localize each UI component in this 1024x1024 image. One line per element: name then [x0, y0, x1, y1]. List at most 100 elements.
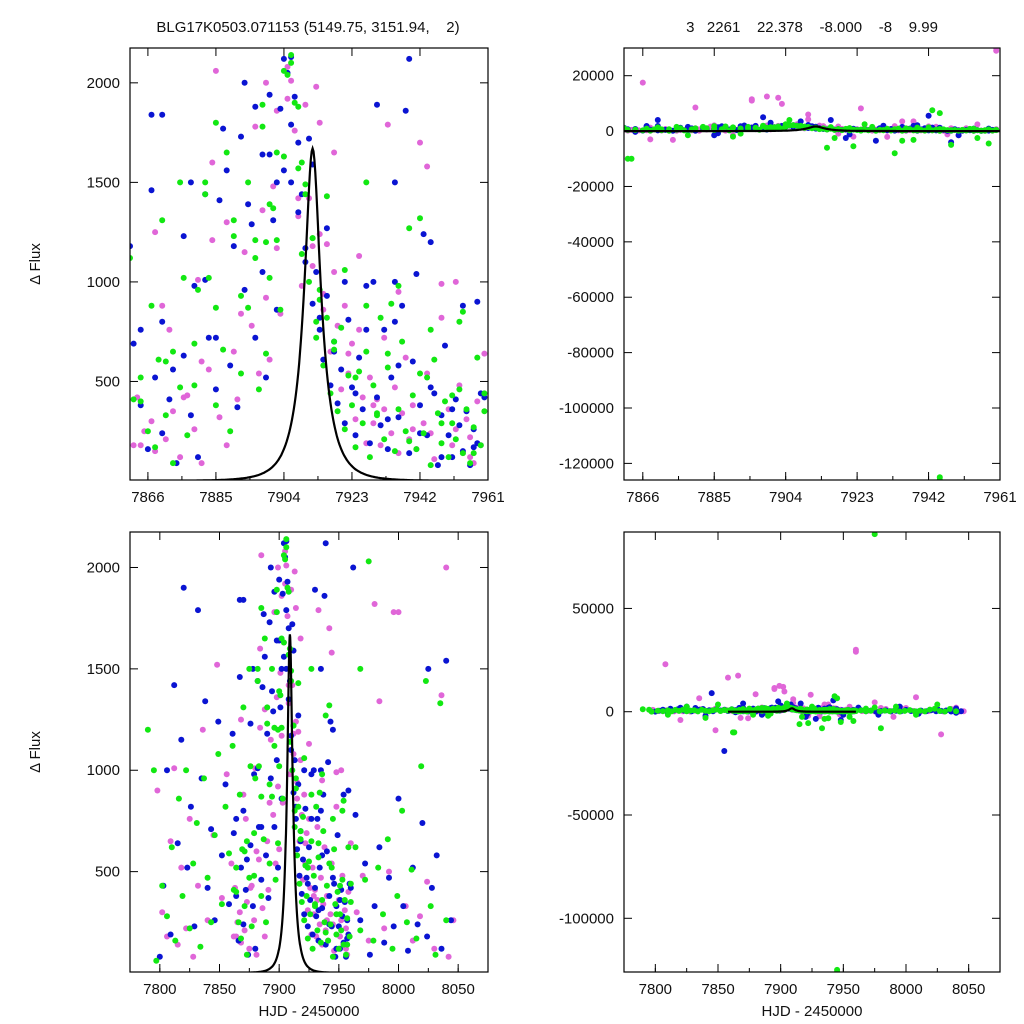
point-blue: [425, 665, 432, 672]
point-green: [347, 899, 354, 905]
point-green: [218, 901, 225, 908]
point-blue: [261, 653, 268, 660]
point-magenta: [258, 552, 265, 559]
point-green: [362, 876, 369, 883]
point-green: [183, 767, 190, 774]
point-magenta: [241, 249, 248, 256]
point-green: [279, 795, 286, 802]
point-blue: [306, 135, 312, 142]
point-green: [417, 215, 423, 222]
point-green: [953, 708, 960, 715]
point-green: [326, 702, 333, 709]
point-blue: [265, 895, 272, 901]
point-green: [297, 836, 304, 843]
point-green: [238, 292, 244, 299]
point-magenta: [223, 219, 230, 226]
point-magenta: [771, 685, 778, 691]
point-magenta: [662, 661, 669, 668]
point-blue: [148, 187, 155, 194]
point-magenta: [467, 454, 474, 461]
point-blue: [243, 856, 250, 863]
point-blue: [395, 362, 402, 369]
point-magenta: [328, 649, 335, 656]
point-blue: [370, 278, 377, 285]
point-blue: [452, 396, 459, 403]
point-magenta: [409, 402, 416, 409]
point-green: [370, 937, 377, 944]
point-blue: [391, 278, 398, 285]
point-blue: [294, 846, 301, 853]
point-green: [442, 398, 448, 405]
point-magenta: [424, 878, 431, 885]
point-magenta: [319, 777, 326, 784]
point-green: [280, 552, 287, 559]
point-blue: [273, 179, 280, 186]
point-green: [254, 665, 261, 672]
point-magenta: [241, 927, 248, 934]
point-green: [357, 927, 364, 934]
point-green: [418, 763, 425, 770]
point-magenta: [309, 243, 316, 250]
point-magenta: [712, 727, 719, 734]
point-magenta: [331, 269, 338, 275]
point-blue: [248, 221, 255, 228]
frame-bottom-right: [623, 531, 1001, 973]
point-magenta: [162, 436, 169, 443]
point-blue: [391, 179, 398, 186]
point-blue: [310, 767, 317, 774]
point-blue: [288, 179, 295, 186]
point-magenta: [171, 765, 178, 772]
point-green: [782, 122, 789, 129]
point-blue: [363, 282, 370, 289]
point-magenta: [333, 803, 340, 810]
point-green: [308, 838, 315, 845]
point-blue: [431, 390, 438, 397]
point-green: [363, 348, 370, 355]
point-blue: [955, 132, 962, 139]
point-magenta: [178, 864, 185, 871]
point-blue: [137, 326, 144, 333]
point-blue: [304, 923, 311, 930]
point-magenta: [159, 302, 166, 309]
point-green: [263, 350, 269, 357]
point-magenta: [317, 874, 324, 881]
point-green: [417, 370, 423, 377]
y-tick-label: -80000: [567, 345, 614, 362]
point-blue: [191, 282, 198, 289]
point-green: [926, 706, 933, 713]
point-blue: [230, 243, 237, 250]
frame-bottom-left: [129, 531, 489, 973]
point-green: [246, 665, 253, 672]
point-blue: [925, 112, 932, 119]
point-blue: [291, 93, 298, 100]
point-blue: [356, 354, 363, 361]
point-green: [275, 726, 281, 733]
point-green: [327, 921, 334, 928]
point-green: [339, 876, 346, 883]
point-magenta: [371, 601, 378, 607]
x-tick-label: 8000: [382, 981, 415, 998]
y-tick-label: -60000: [567, 289, 614, 306]
point-blue: [178, 736, 185, 743]
point-magenta: [452, 426, 459, 433]
point-green: [929, 107, 936, 114]
point-green: [821, 715, 828, 722]
point-blue: [271, 824, 278, 830]
point-green: [319, 771, 326, 778]
point-magenta: [445, 953, 452, 960]
point-blue: [148, 111, 155, 118]
point-green: [331, 338, 338, 345]
point-blue: [427, 239, 434, 246]
point-green: [255, 763, 262, 770]
point-blue: [166, 396, 173, 403]
point-blue: [263, 852, 269, 859]
point-blue: [298, 890, 305, 897]
point-magenta: [195, 276, 201, 283]
point-blue: [238, 864, 244, 871]
model-curve-top-right: [624, 125, 1000, 133]
point-green: [384, 350, 391, 357]
point-green: [191, 340, 198, 347]
point-blue: [276, 576, 283, 583]
point-green: [337, 882, 343, 889]
point-magenta: [255, 856, 262, 863]
